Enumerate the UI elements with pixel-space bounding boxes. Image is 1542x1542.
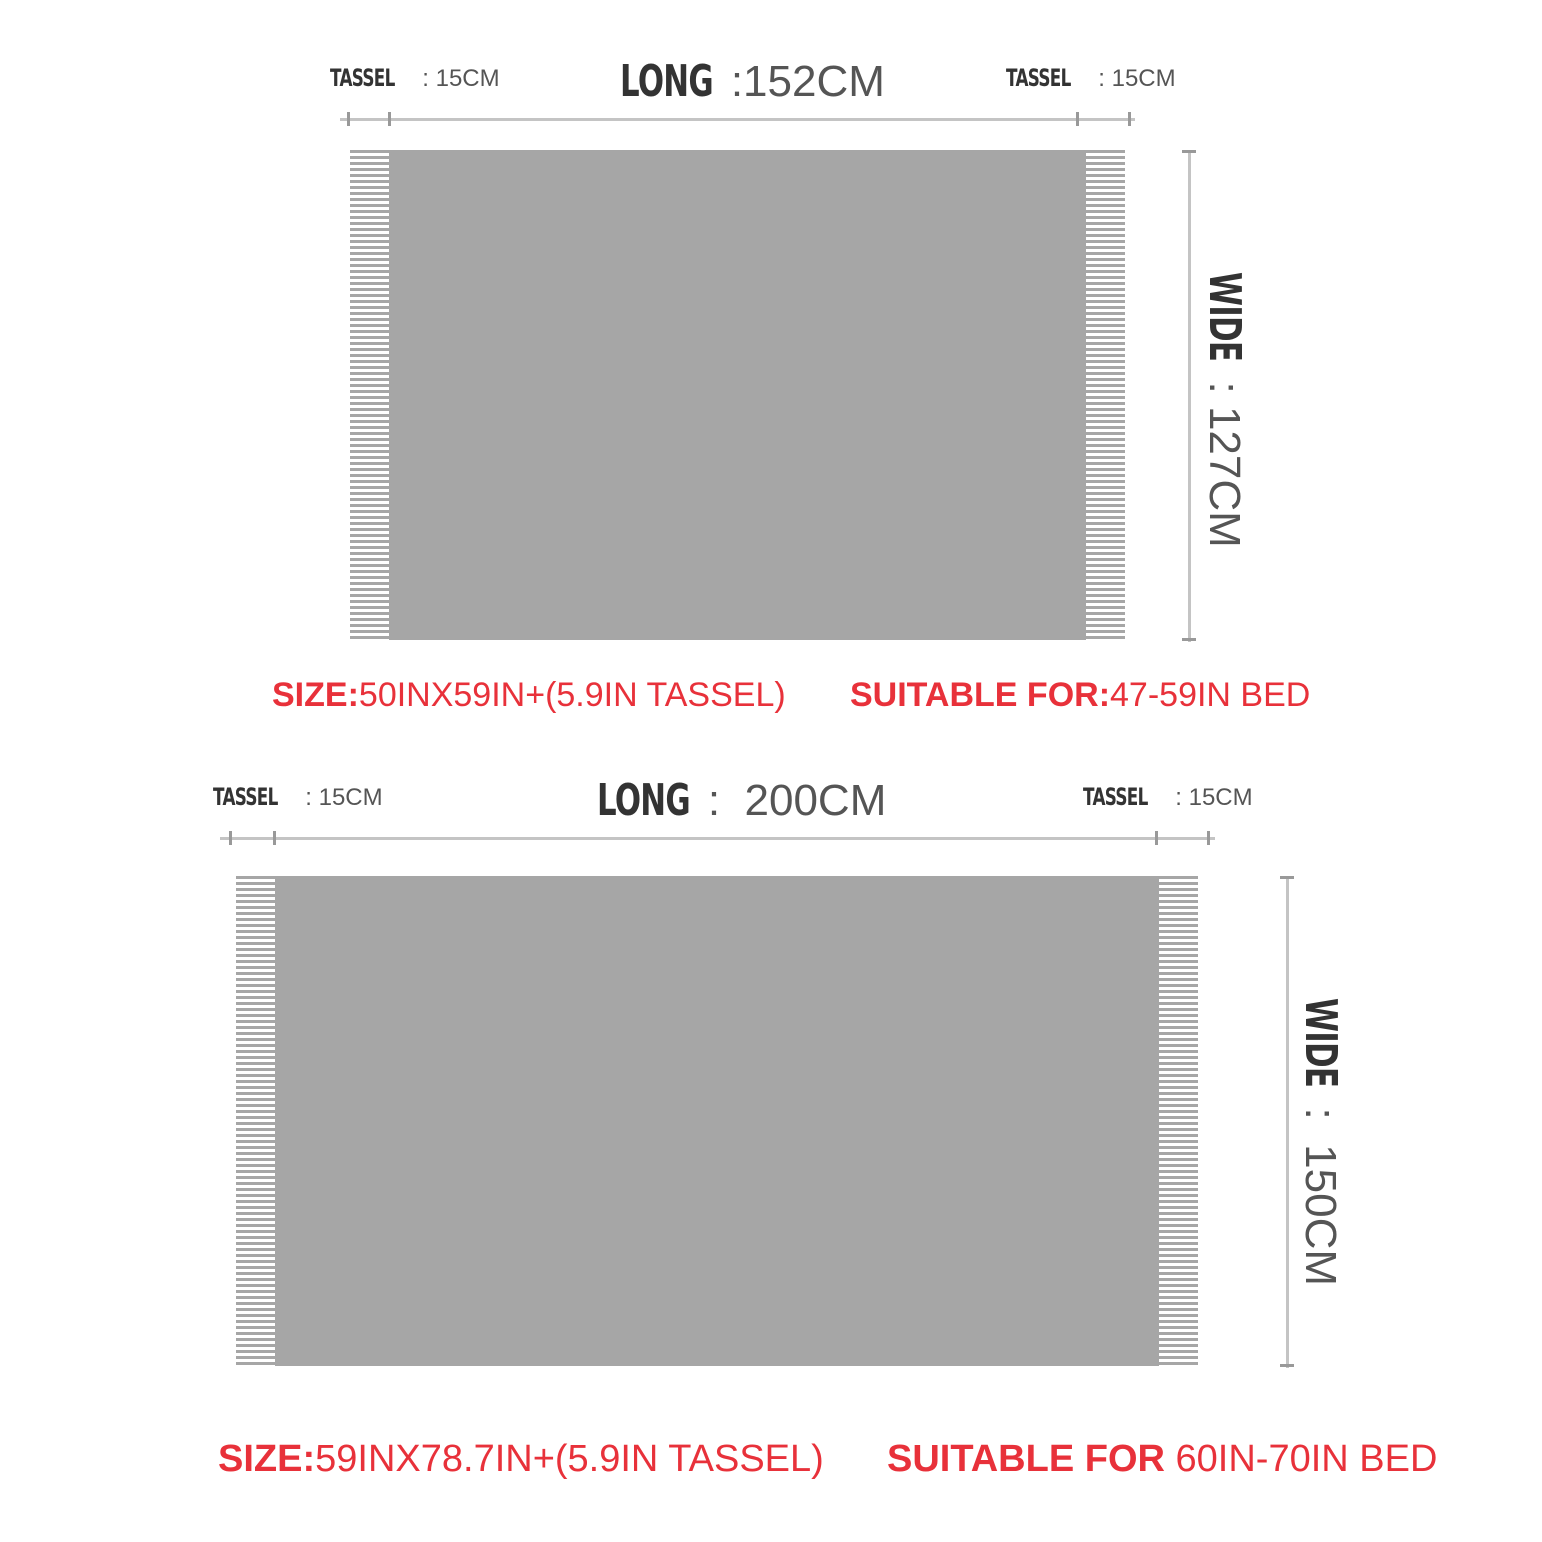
blanket-large bbox=[236, 876, 1198, 1366]
dimension-tick bbox=[1182, 150, 1196, 153]
tassel-fringe-left bbox=[350, 150, 389, 640]
tassel-value-text: 15CM bbox=[435, 65, 500, 92]
tassel-label-left: TASSEL: 15CM bbox=[213, 783, 383, 811]
length-dimension-line bbox=[340, 118, 1135, 121]
suitable-label-text: SUITABLE FOR: bbox=[850, 676, 1111, 714]
dimension-tick bbox=[388, 112, 391, 126]
tassel-label-right: TASSEL: 15CM bbox=[1006, 64, 1176, 92]
tassel-fringe-left bbox=[236, 876, 275, 1366]
tassel-label-text: TASSEL bbox=[1083, 783, 1148, 811]
wide-label-text: WIDE bbox=[1199, 272, 1250, 362]
long-label-text: LONG bbox=[620, 56, 714, 107]
suitable-value-text: 60IN-70IN BED bbox=[1175, 1438, 1438, 1480]
long-label: LONG: 200CM bbox=[597, 775, 887, 826]
dimension-tick bbox=[1280, 876, 1294, 879]
tassel-label-text: TASSEL bbox=[213, 783, 278, 811]
tassel-fringe-right bbox=[1159, 876, 1198, 1366]
suitable-value-text: 47-59IN BED bbox=[1110, 676, 1311, 714]
tassel-label-text: TASSEL bbox=[330, 64, 395, 92]
tassel-label-text: TASSEL bbox=[1006, 64, 1071, 92]
dimension-tick bbox=[229, 831, 232, 845]
tassel-fringe-right bbox=[1086, 150, 1125, 640]
dimension-tick bbox=[1280, 1364, 1294, 1367]
dimension-tick bbox=[1207, 831, 1210, 845]
long-label: LONG:152CM bbox=[620, 56, 885, 107]
suitable-label-text: SUITABLE FOR bbox=[887, 1438, 1165, 1480]
wide-label: WIDE: 150CM bbox=[1295, 998, 1346, 1287]
size-value-text: 50INX59IN+(5.9IN TASSEL) bbox=[358, 676, 786, 714]
tassel-label-right: TASSEL: 15CM bbox=[1083, 783, 1253, 811]
size-label-text: SIZE: bbox=[272, 676, 359, 714]
size-text: SIZE:59INX78.7IN+(5.9IN TASSEL) bbox=[218, 1438, 824, 1481]
long-value-text: 200CM bbox=[744, 776, 887, 825]
blanket-small bbox=[350, 150, 1125, 640]
tassel-label-left: TASSEL: 15CM bbox=[330, 64, 500, 92]
dimension-tick bbox=[273, 831, 276, 845]
width-dimension-line bbox=[1188, 150, 1191, 642]
wide-label: WIDE: 127CM bbox=[1199, 272, 1250, 548]
size-label-text: SIZE: bbox=[218, 1438, 316, 1480]
wide-label-text: WIDE bbox=[1295, 998, 1346, 1088]
dimension-tick bbox=[347, 112, 350, 126]
suitable-text: SUITABLE FOR:47-59IN BED bbox=[850, 676, 1310, 715]
tassel-value-text: 15CM bbox=[1111, 65, 1176, 92]
tassel-value-text: 15CM bbox=[1188, 784, 1253, 811]
width-dimension-line bbox=[1286, 876, 1289, 1368]
wide-value-text: 150CM bbox=[1296, 1144, 1345, 1287]
dimension-tick bbox=[1076, 112, 1079, 126]
size-text: SIZE:50INX59IN+(5.9IN TASSEL) bbox=[272, 676, 786, 715]
suitable-text: SUITABLE FOR 60IN-70IN BED bbox=[887, 1438, 1437, 1481]
dimension-tick bbox=[1155, 831, 1158, 845]
size-value-text: 59INX78.7IN+(5.9IN TASSEL) bbox=[315, 1438, 824, 1480]
long-label-text: LONG bbox=[597, 775, 691, 826]
dimension-tick bbox=[1128, 112, 1131, 126]
tassel-value-text: 15CM bbox=[318, 784, 383, 811]
dimension-tick bbox=[1182, 638, 1196, 641]
long-value-text: 152CM bbox=[743, 57, 885, 106]
length-dimension-line bbox=[220, 837, 1215, 840]
wide-value-text: 127CM bbox=[1200, 405, 1249, 548]
